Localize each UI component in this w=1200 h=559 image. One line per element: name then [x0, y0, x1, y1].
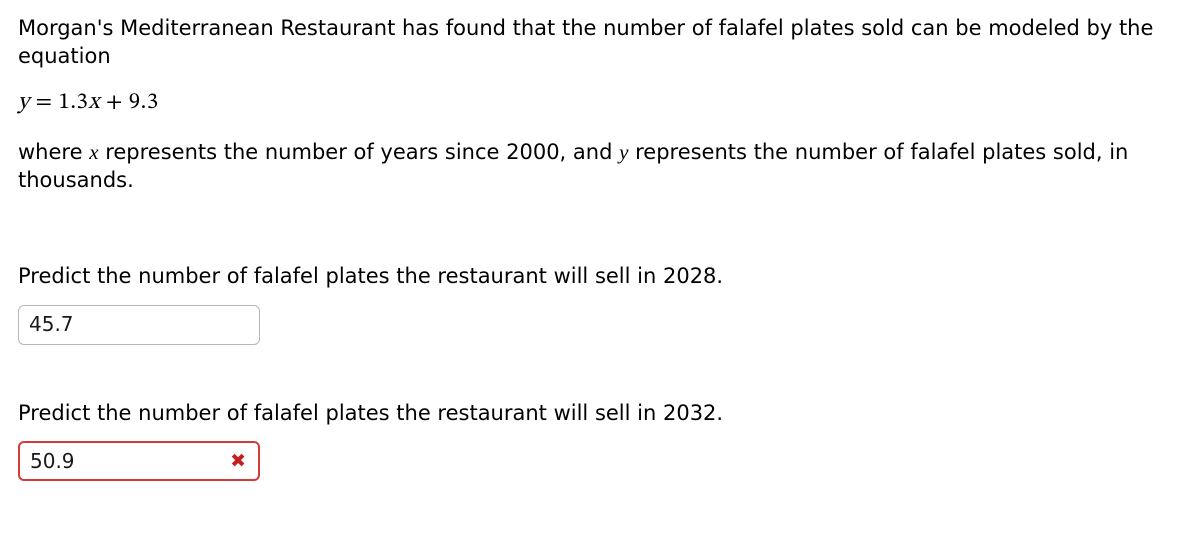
answer-value-1: 45.7 [29, 311, 74, 338]
question-1: Predict the number of falafel plates the… [18, 262, 1182, 290]
answer-input-1[interactable]: 45.7 [18, 305, 260, 345]
model-equation: y = 1.3x + 9.3 [18, 87, 1182, 118]
explain-mid1: represents the number of years since 200… [99, 140, 620, 164]
problem-page: Morgan's Mediterranean Restaurant has fo… [0, 0, 1200, 517]
answer-input-2[interactable]: 50.9 ✖ [18, 441, 260, 481]
equation-x-var: x [88, 91, 100, 114]
intro-line-1: Morgan's Mediterranean Restaurant has fo… [18, 16, 1153, 40]
incorrect-icon: ✖ [230, 452, 248, 471]
variable-explanation: where x represents the number of years s… [18, 138, 1182, 195]
equation-intercept: 9.3 [129, 91, 159, 114]
question-2: Predict the number of falafel plates the… [18, 399, 1182, 427]
equation-lhs: y [18, 91, 30, 114]
explain-mid2: represents the number of falafel plates … [628, 140, 1128, 164]
explain-line2: thousands. [18, 168, 134, 192]
explain-x-var: x [89, 140, 98, 164]
spacer [18, 210, 1182, 244]
plus-sign: + [106, 91, 123, 114]
equals-sign: = [36, 91, 53, 114]
intro-line-2: equation [18, 44, 111, 68]
intro-paragraph: Morgan's Mediterranean Restaurant has fo… [18, 14, 1182, 71]
explain-pre: where [18, 140, 89, 164]
equation-slope: 1.3 [58, 91, 88, 114]
answer-value-2: 50.9 [30, 448, 75, 475]
